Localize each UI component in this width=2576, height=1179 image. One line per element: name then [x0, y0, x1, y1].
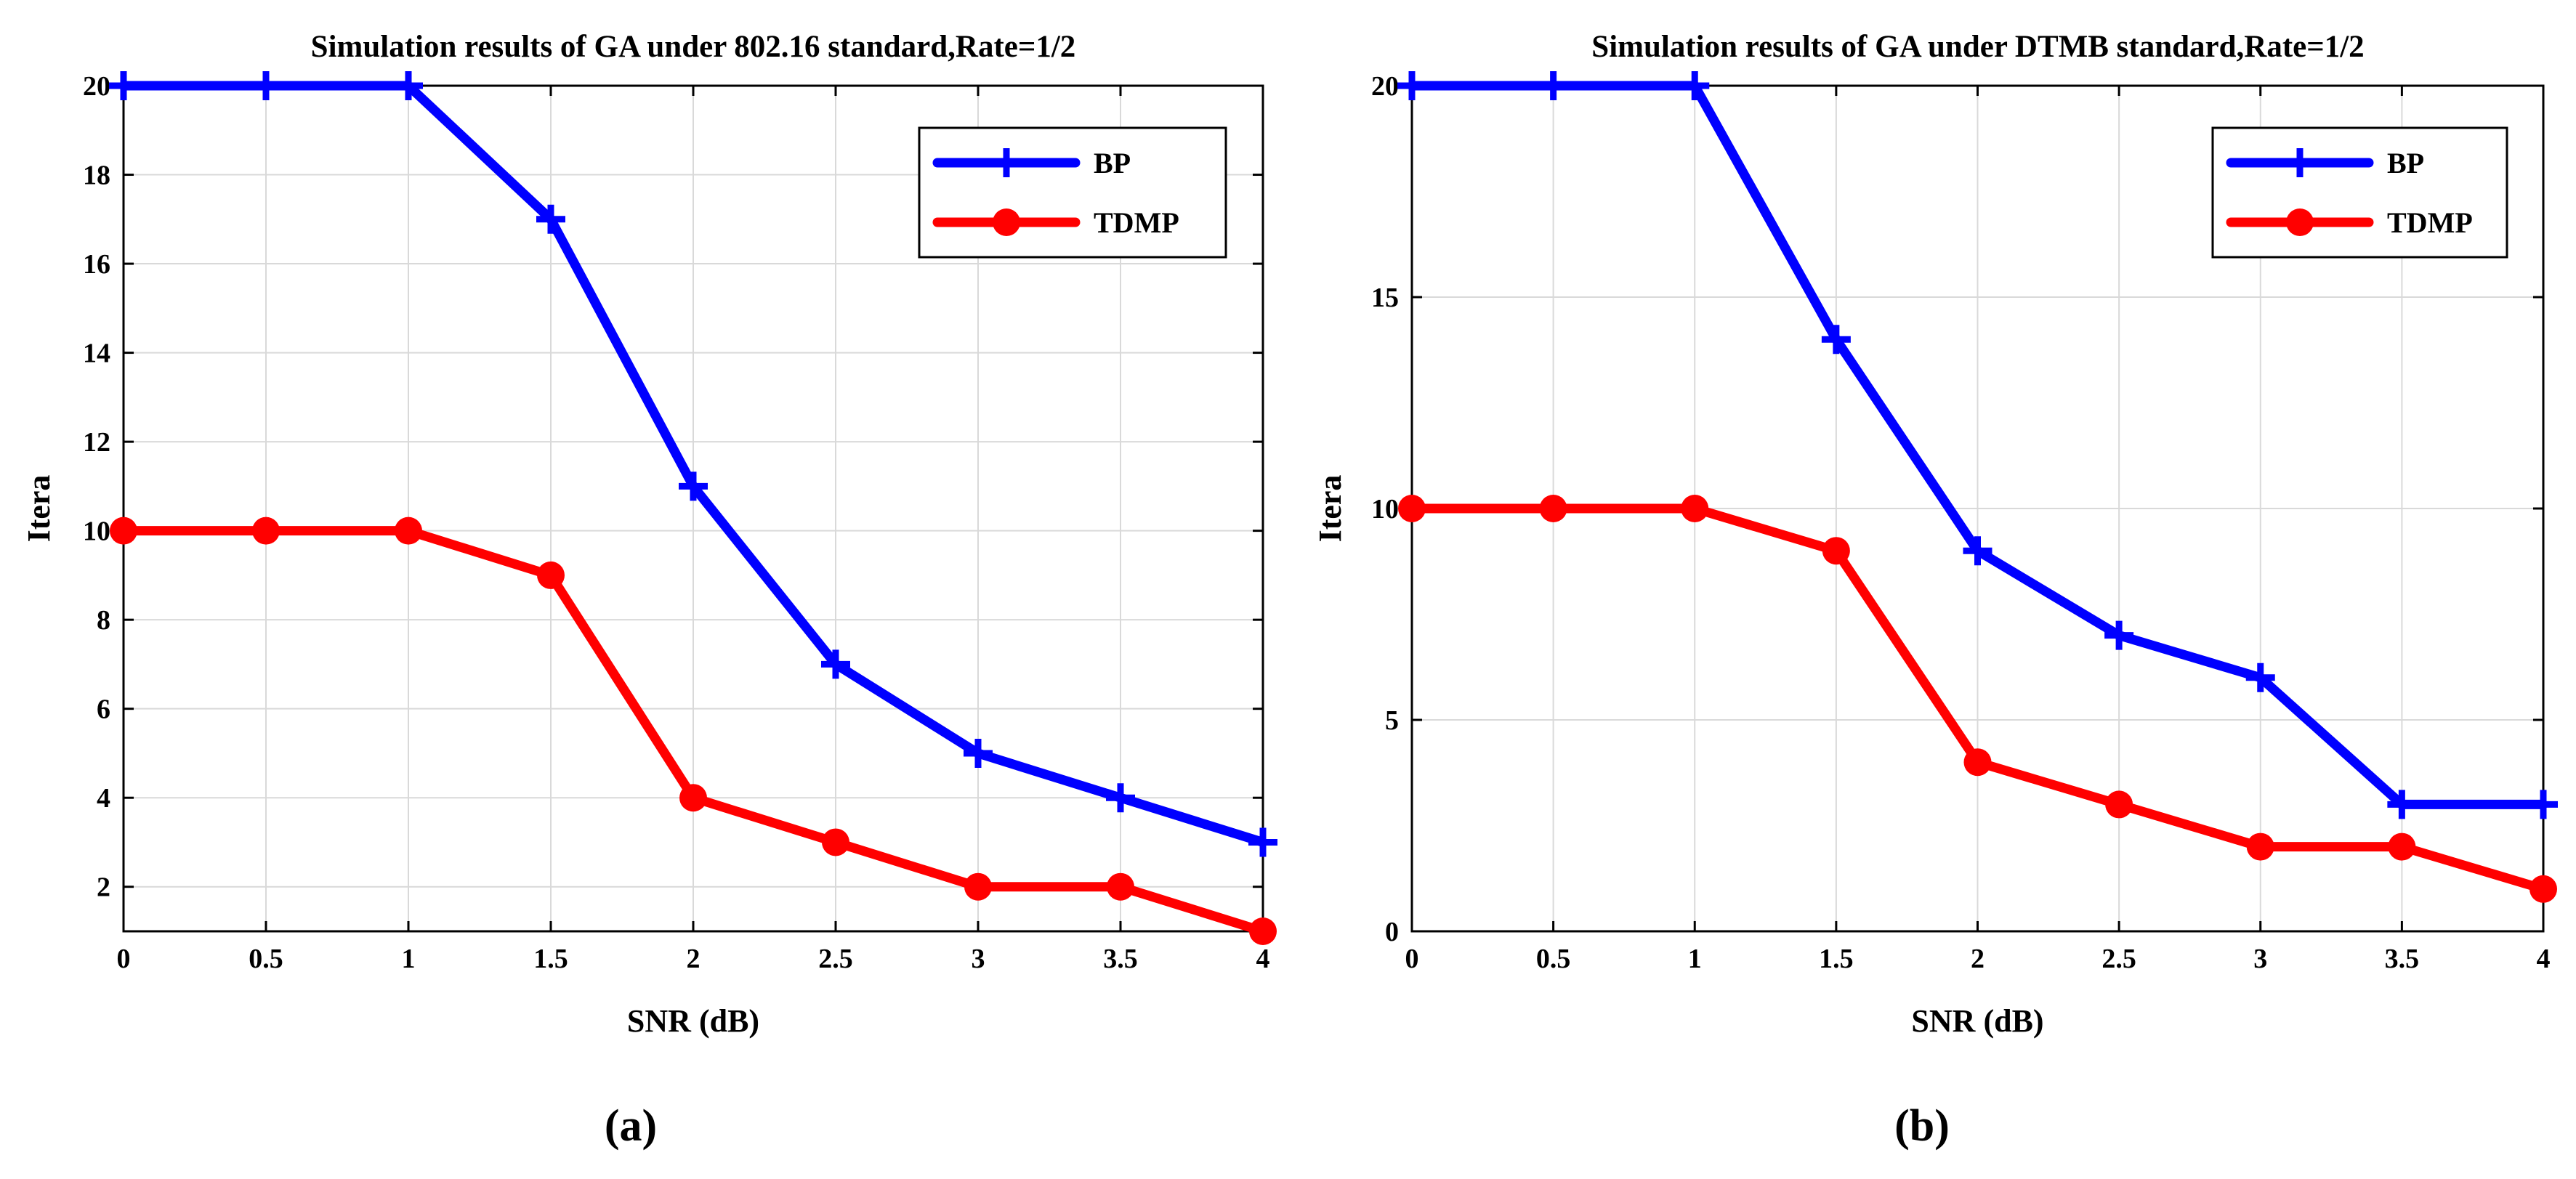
data-point-tdmp	[964, 872, 992, 901]
data-point-bp	[1397, 71, 1426, 100]
x-tick-label: 0.5	[249, 944, 283, 974]
data-point-bp	[251, 71, 280, 100]
x-axis-label: SNR (dB)	[627, 1003, 759, 1039]
data-point-bp	[1538, 71, 1568, 100]
x-tick-label: 2.5	[818, 944, 853, 974]
x-tick-label: 2	[687, 944, 700, 974]
data-point-tdmp	[1539, 495, 1567, 522]
legend-label-bp: BP	[2387, 147, 2424, 179]
y-tick-label: 4	[97, 783, 110, 814]
data-point-tdmp	[679, 784, 707, 812]
data-point-tdmp	[537, 561, 565, 589]
x-tick-label: 0	[117, 944, 131, 974]
data-point-tdmp	[1963, 748, 1992, 777]
chart-panel-a: 0 0.5 1 1.5 2 2.5 3 3.5 4 2 4 6 8 10 12 14 16 18 20 BP TDMP S…	[21, 30, 1277, 1151]
x-tick-label: 3	[972, 944, 985, 974]
legend-marker-tdmp	[2286, 208, 2314, 236]
y-tick-label: 12	[83, 427, 110, 458]
data-point-tdmp	[822, 828, 849, 856]
x-tick-label: 0.5	[1536, 944, 1571, 974]
data-point-bp	[1963, 536, 1992, 566]
data-point-tdmp	[1681, 495, 1709, 522]
legend: BP TDMP	[2211, 126, 2508, 259]
data-point-bp	[1248, 827, 1277, 857]
legend: BP TDMP	[918, 126, 1227, 259]
chart-title: Simulation results of GA under 802.16 st…	[311, 30, 1076, 64]
legend-box	[2211, 126, 2508, 259]
data-point-tdmp	[2529, 875, 2557, 903]
x-tick-label: 3.5	[2385, 944, 2420, 974]
panel-label: (a)	[605, 1101, 657, 1151]
data-point-tdmp	[1107, 872, 1134, 901]
y-tick-label: 5	[1385, 705, 1399, 736]
data-point-bp	[1821, 325, 1851, 354]
x-tick-label: 3.5	[1103, 944, 1138, 974]
data-point-bp	[394, 71, 423, 100]
legend-label-tdmp: TDMP	[2387, 206, 2473, 239]
data-point-bp	[109, 71, 138, 100]
data-point-bp	[1106, 783, 1135, 813]
x-axis-label: SNR (dB)	[1911, 1003, 2043, 1039]
x-tick-label: 4	[1256, 944, 1270, 974]
data-point-bp	[821, 649, 850, 679]
x-tick-label: 1.5	[1819, 944, 1854, 974]
data-point-bp	[536, 204, 565, 234]
data-point-tdmp	[1249, 917, 1277, 945]
data-point-bp	[2529, 790, 2558, 819]
data-point-tdmp	[2246, 832, 2274, 861]
y-tick-label: 16	[83, 249, 110, 280]
data-point-bp	[2104, 620, 2134, 650]
legend-label-tdmp: TDMP	[1094, 206, 1179, 239]
data-point-tdmp	[1822, 537, 1850, 565]
y-tick-label: 6	[97, 694, 110, 725]
data-point-tdmp	[2105, 790, 2133, 819]
legend-marker-tdmp	[993, 208, 1020, 236]
y-tick-label: 20	[1371, 71, 1399, 102]
data-point-tdmp	[2388, 832, 2416, 861]
data-point-bp	[2387, 790, 2417, 819]
chart-panel-b: 0 0.5 1 1.5 2 2.5 3 3.5 4 0 5 10 15 20 BP TDMP Simulatio…	[1312, 30, 2558, 1151]
data-point-bp	[679, 471, 708, 501]
data-point-tdmp	[110, 516, 137, 545]
y-tick-label: 18	[83, 161, 110, 191]
y-tick-label: 14	[83, 339, 110, 369]
panel-label: (b)	[1894, 1101, 1950, 1151]
y-tick-label: 20	[83, 71, 110, 102]
x-tick-label: 4	[2537, 944, 2551, 974]
y-tick-label: 15	[1371, 283, 1399, 313]
chart-title: Simulation results of GA under DTMB stan…	[1591, 30, 2364, 64]
y-tick-label: 10	[1371, 494, 1399, 524]
x-tick-label: 1.5	[533, 944, 568, 974]
y-tick-label: 8	[97, 605, 110, 636]
data-point-tdmp	[1398, 495, 1426, 522]
data-point-bp	[1680, 71, 1710, 100]
y-axis-label: Itera	[21, 475, 57, 543]
x-tick-label: 0	[1405, 944, 1419, 974]
y-axis-label: Itera	[1312, 475, 1348, 543]
legend-label-bp: BP	[1094, 147, 1131, 179]
legend-box	[918, 126, 1227, 259]
legend-marker-bp	[2285, 148, 2314, 177]
y-tick-label: 2	[97, 872, 110, 903]
data-point-bp	[2245, 663, 2275, 692]
legend-marker-bp	[992, 148, 1021, 177]
x-tick-label: 2	[1971, 944, 1985, 974]
x-tick-label: 1	[1688, 944, 1702, 974]
data-point-bp	[964, 738, 993, 768]
data-point-tdmp	[252, 516, 280, 545]
y-tick-label: 0	[1385, 917, 1399, 947]
x-tick-label: 3	[2253, 944, 2267, 974]
data-point-tdmp	[395, 516, 422, 545]
y-tick-label: 10	[83, 516, 110, 547]
x-tick-label: 2.5	[2101, 944, 2136, 974]
x-tick-label: 1	[402, 944, 416, 974]
